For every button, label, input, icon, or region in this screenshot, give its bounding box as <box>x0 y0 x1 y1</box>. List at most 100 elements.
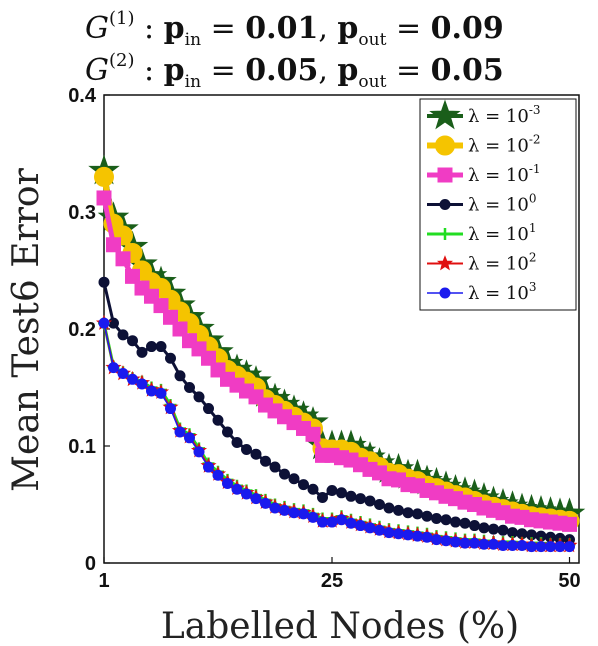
data-point <box>374 499 385 510</box>
data-point <box>222 477 233 489</box>
legend-marker <box>436 255 454 271</box>
data-point <box>469 520 480 532</box>
x-tick-label: 50 <box>558 570 580 592</box>
data-point <box>478 522 490 534</box>
data-point <box>497 539 509 551</box>
legend-marker <box>439 199 451 210</box>
data-point <box>125 268 140 284</box>
legend-item: λ = 10-2 <box>427 133 541 157</box>
data-point <box>241 488 252 500</box>
data-point <box>383 502 395 514</box>
data-point <box>203 403 214 415</box>
data-point <box>478 538 490 550</box>
legend-label: λ = 100 <box>468 192 536 216</box>
data-point <box>163 309 178 325</box>
data-point <box>250 493 262 505</box>
legend-item: λ = 100 <box>427 192 536 216</box>
data-point <box>146 385 157 397</box>
data-point <box>345 490 357 502</box>
data-point <box>193 391 205 403</box>
data-point <box>402 507 414 519</box>
data-point <box>440 514 452 526</box>
legend-label: λ = 10-3 <box>468 103 541 127</box>
data-point <box>172 321 188 337</box>
data-point <box>98 276 110 288</box>
data-point <box>562 516 577 532</box>
y-tick-label: 0.3 <box>68 202 96 224</box>
legend-label: λ = 102 <box>468 251 536 275</box>
legend-label: λ = 10-1 <box>468 162 541 186</box>
data-point <box>317 516 328 528</box>
y-tick-label: 0.2 <box>68 319 96 341</box>
chart-title-line-2: G(2) : pin = 0.05, pout = 0.05 <box>85 50 504 92</box>
legend-marker <box>439 228 451 240</box>
data-point <box>421 531 433 543</box>
data-point <box>374 524 385 536</box>
tick-labels: 1 25 50 0 0.1 0.2 0.3 0.4 <box>68 85 580 592</box>
data-point <box>516 539 528 551</box>
data-point <box>326 484 338 496</box>
legend-label: λ = 10-2 <box>468 133 541 157</box>
x-tick-label: 25 <box>321 570 343 592</box>
data-point <box>393 528 404 540</box>
legend-item: λ = 10-1 <box>427 162 541 186</box>
data-point <box>355 493 366 505</box>
data-point <box>231 436 243 448</box>
y-tick-label: 0 <box>85 553 96 575</box>
data-point <box>260 497 271 509</box>
series-4 <box>98 276 575 546</box>
data-point <box>364 495 376 507</box>
legend-marker <box>439 287 451 299</box>
data-point <box>174 426 186 438</box>
legend-item: λ = 10-3 <box>427 99 541 130</box>
legend-marker <box>437 167 453 183</box>
data-point <box>564 541 575 553</box>
data-point <box>127 335 138 347</box>
y-tick-label: 0.4 <box>68 85 97 107</box>
data-point <box>298 508 309 520</box>
data-point <box>174 370 186 382</box>
data-point <box>184 382 195 393</box>
data-point <box>431 513 442 525</box>
series-3 <box>96 190 577 532</box>
data-point <box>106 237 121 253</box>
data-point <box>345 517 357 529</box>
data-point <box>450 516 461 528</box>
data-point <box>96 190 112 206</box>
data-point <box>317 491 328 503</box>
chart-title-line-1: G(1) : pin = 0.01, pout = 0.09 <box>85 8 504 50</box>
legend-marker <box>435 135 455 156</box>
data-point <box>526 541 537 553</box>
data-point <box>412 530 423 542</box>
data-point <box>108 362 119 374</box>
data-point <box>98 317 110 329</box>
data-point <box>307 483 319 495</box>
data-point <box>127 373 138 385</box>
data-point <box>488 538 499 550</box>
data-point <box>136 378 148 390</box>
data-point <box>336 514 347 526</box>
data-point <box>184 432 195 444</box>
data-point <box>440 535 452 547</box>
data-point <box>507 539 518 551</box>
data-point <box>165 352 176 364</box>
data-point <box>165 403 176 415</box>
data-point <box>402 529 414 541</box>
data-point <box>136 346 148 358</box>
y-tick-label: 0.1 <box>68 436 96 458</box>
data-point <box>193 446 205 458</box>
data-point <box>412 508 423 520</box>
data-point <box>231 483 243 495</box>
data-point <box>288 507 300 519</box>
data-point <box>459 537 471 549</box>
data-point <box>336 487 347 499</box>
data-point <box>279 468 290 480</box>
data-point <box>146 341 157 353</box>
legend-marker <box>429 99 461 130</box>
legend-label: λ = 101 <box>468 221 536 245</box>
data-point <box>450 536 461 548</box>
x-tick-label: 1 <box>98 570 109 592</box>
data-point <box>260 455 271 467</box>
data-point <box>326 516 338 528</box>
